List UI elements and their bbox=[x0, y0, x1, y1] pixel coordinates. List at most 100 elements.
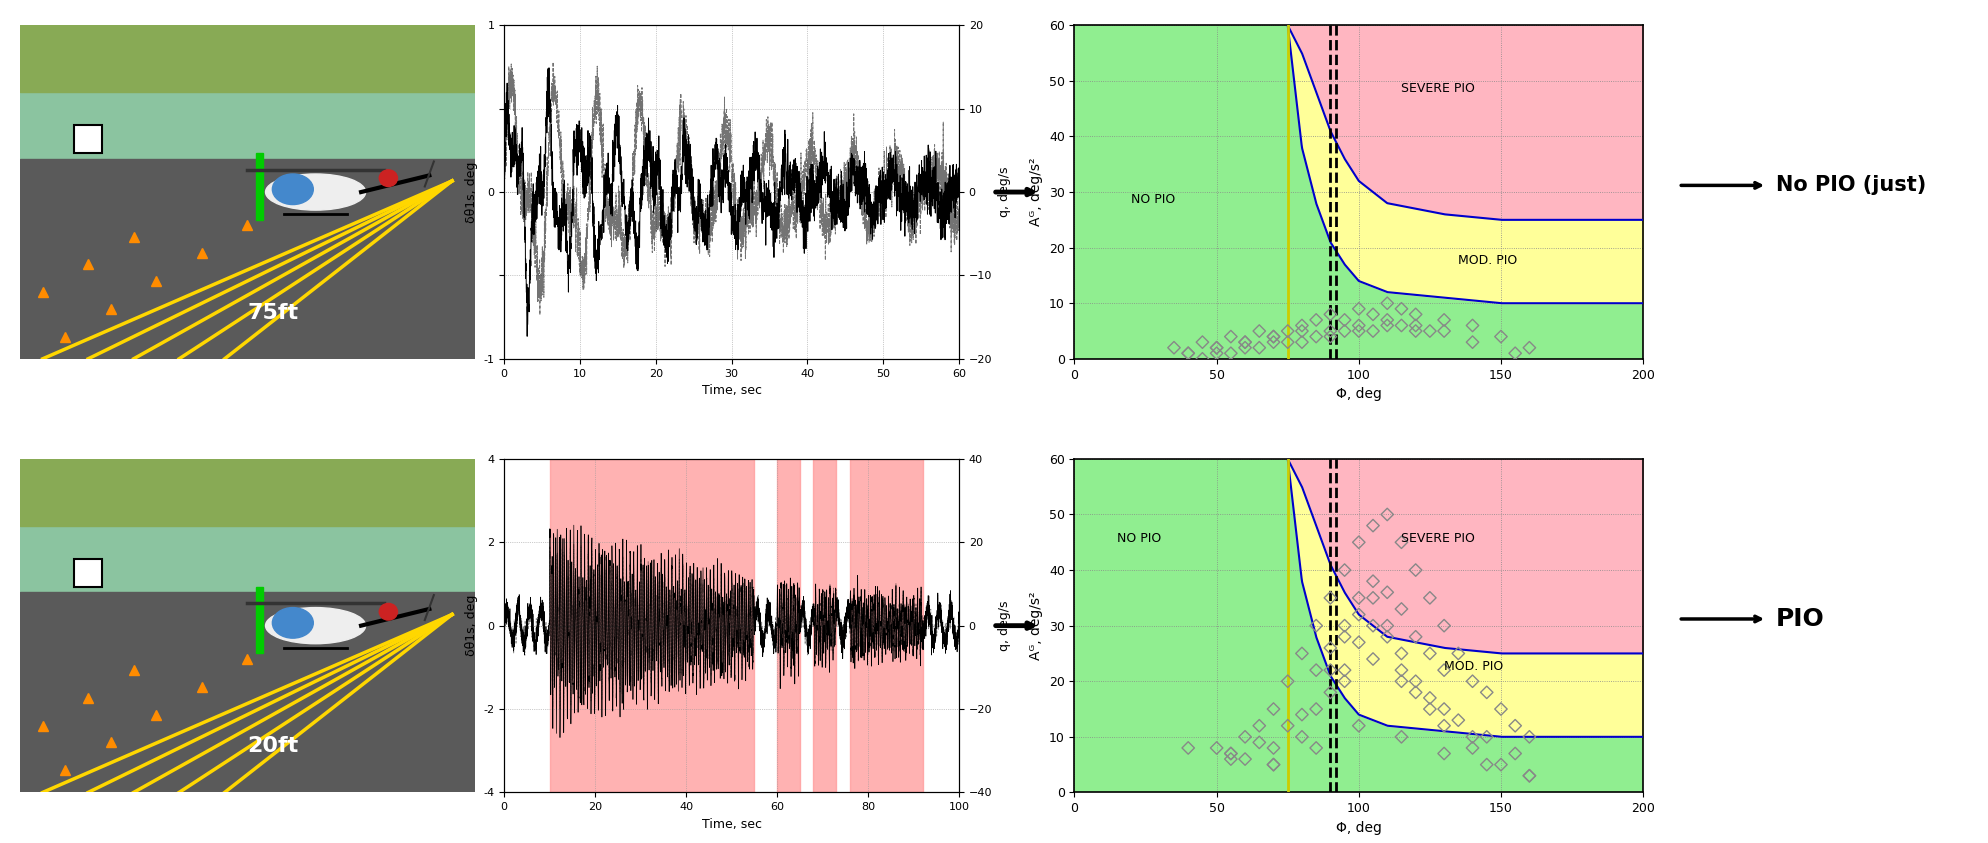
Point bbox=[1386, 302, 1417, 315]
Text: MOD. PIO: MOD. PIO bbox=[1443, 660, 1503, 673]
Point bbox=[1427, 747, 1459, 760]
Bar bbox=[549, 459, 753, 792]
Point bbox=[1272, 674, 1304, 688]
Point bbox=[1272, 325, 1304, 338]
Point bbox=[1372, 586, 1404, 599]
Ellipse shape bbox=[272, 608, 314, 638]
Point bbox=[1258, 758, 1290, 771]
Point bbox=[1300, 741, 1332, 754]
Bar bbox=[20, 25, 475, 92]
Point bbox=[1344, 608, 1376, 621]
Point bbox=[1400, 685, 1431, 699]
Ellipse shape bbox=[272, 174, 314, 205]
Point bbox=[1229, 752, 1260, 765]
Point bbox=[1314, 330, 1346, 343]
Point bbox=[1229, 336, 1260, 349]
Point bbox=[1400, 674, 1431, 688]
Point bbox=[1187, 336, 1219, 349]
Point bbox=[1372, 619, 1404, 632]
Point bbox=[1457, 336, 1489, 349]
Bar bbox=[20, 459, 475, 525]
Y-axis label: Aᴳ, deg/s²: Aᴳ, deg/s² bbox=[1030, 592, 1044, 660]
Point bbox=[1413, 325, 1445, 338]
Y-axis label: Aᴳ, deg/s²: Aᴳ, deg/s² bbox=[1030, 158, 1044, 226]
Point bbox=[1485, 330, 1517, 343]
Point bbox=[1344, 319, 1376, 332]
Point bbox=[1443, 713, 1475, 727]
Point bbox=[1513, 769, 1545, 782]
Point bbox=[1328, 619, 1360, 632]
Y-axis label: δθ1s, deg: δθ1s, deg bbox=[465, 161, 477, 223]
Point bbox=[1328, 674, 1360, 688]
Ellipse shape bbox=[380, 169, 398, 186]
Point bbox=[1400, 563, 1431, 577]
Point bbox=[1300, 619, 1332, 632]
Point bbox=[1372, 319, 1404, 332]
Ellipse shape bbox=[380, 604, 398, 620]
Text: NO PIO: NO PIO bbox=[1131, 193, 1175, 207]
Point bbox=[1427, 325, 1459, 338]
Point bbox=[1314, 663, 1346, 677]
Point bbox=[1272, 336, 1304, 349]
Point bbox=[1286, 647, 1318, 660]
Point bbox=[1258, 702, 1290, 716]
Point bbox=[1457, 319, 1489, 332]
Point bbox=[1372, 507, 1404, 521]
Point bbox=[1300, 702, 1332, 716]
Point bbox=[1386, 663, 1417, 677]
Point bbox=[1499, 346, 1531, 360]
Point bbox=[1358, 619, 1390, 632]
Point bbox=[1344, 591, 1376, 604]
Point bbox=[1286, 325, 1318, 338]
Point bbox=[1499, 747, 1531, 760]
Point bbox=[1328, 630, 1360, 643]
Point bbox=[1229, 730, 1260, 744]
Point bbox=[1314, 308, 1346, 321]
Point bbox=[1215, 747, 1246, 760]
Point bbox=[1372, 630, 1404, 643]
Y-axis label: q, deg/s: q, deg/s bbox=[998, 167, 1010, 217]
Point bbox=[1286, 319, 1318, 332]
Bar bbox=[256, 587, 262, 653]
X-axis label: Φ, deg: Φ, deg bbox=[1336, 387, 1382, 401]
Point bbox=[1300, 313, 1332, 326]
Point bbox=[1258, 330, 1290, 343]
Point bbox=[1242, 325, 1274, 338]
Point bbox=[1242, 341, 1274, 354]
Point bbox=[1413, 702, 1445, 716]
Point bbox=[1372, 297, 1404, 310]
Point bbox=[1471, 758, 1503, 771]
Point bbox=[1427, 719, 1459, 733]
Text: NO PIO: NO PIO bbox=[1117, 532, 1161, 545]
Point bbox=[1314, 325, 1346, 338]
Point bbox=[1258, 758, 1290, 771]
Point bbox=[1386, 535, 1417, 549]
Point bbox=[1457, 730, 1489, 744]
Point bbox=[1457, 741, 1489, 754]
Bar bbox=[20, 593, 475, 792]
Point bbox=[1485, 758, 1517, 771]
Point bbox=[1499, 719, 1531, 733]
Point bbox=[1344, 719, 1376, 733]
Point bbox=[1457, 674, 1489, 688]
Bar bbox=[256, 153, 262, 220]
Point bbox=[1386, 730, 1417, 744]
Bar bbox=[813, 459, 837, 792]
Text: SEVERE PIO: SEVERE PIO bbox=[1402, 82, 1475, 95]
Bar bbox=[20, 25, 475, 158]
Point bbox=[1229, 336, 1260, 349]
Point bbox=[1471, 685, 1503, 699]
X-axis label: Time, sec: Time, sec bbox=[702, 818, 761, 830]
Point bbox=[1386, 674, 1417, 688]
Point bbox=[1314, 685, 1346, 699]
Text: 20ft: 20ft bbox=[247, 737, 298, 756]
Point bbox=[1358, 574, 1390, 588]
Point bbox=[1344, 535, 1376, 549]
Point bbox=[1427, 702, 1459, 716]
Point bbox=[1286, 730, 1318, 744]
Point bbox=[1513, 769, 1545, 782]
Point bbox=[1201, 341, 1233, 354]
Point bbox=[1201, 341, 1233, 354]
Bar bbox=[849, 459, 922, 792]
Point bbox=[1386, 319, 1417, 332]
